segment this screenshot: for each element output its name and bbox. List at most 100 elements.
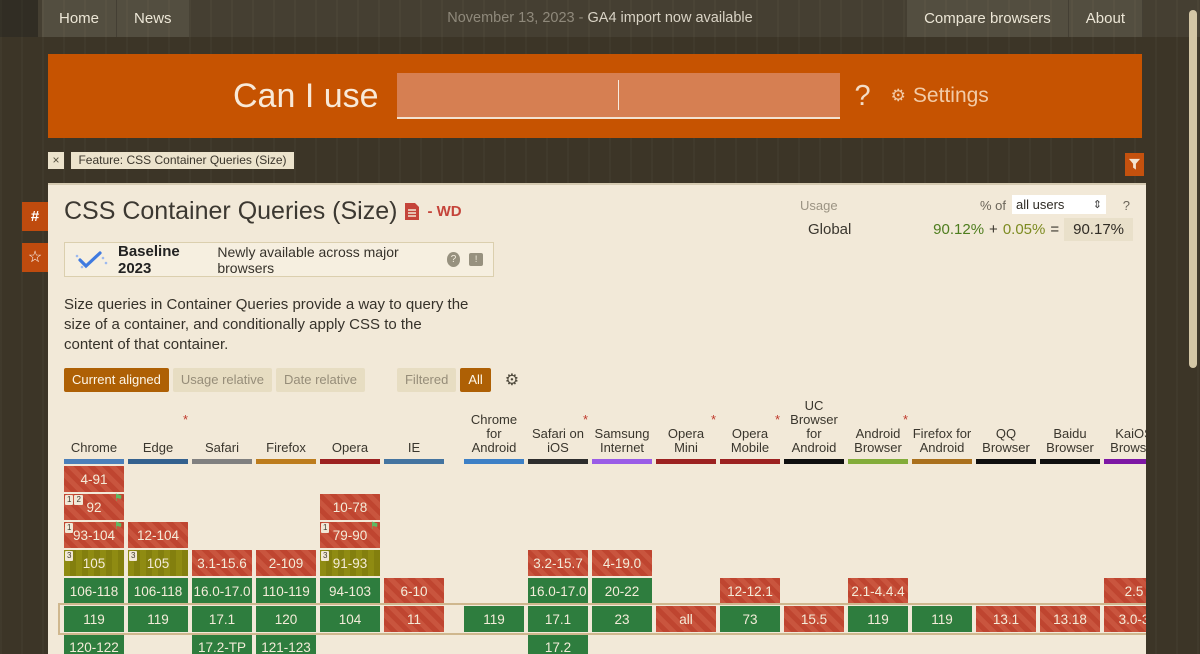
current-aligned-button[interactable]: Current aligned: [64, 368, 169, 392]
browser-accent-bar: [320, 459, 380, 464]
support-cell[interactable]: 119: [128, 606, 188, 632]
browser-header[interactable]: Firefox: [266, 440, 306, 455]
support-cell[interactable]: 94-103: [320, 578, 380, 604]
browser-header[interactable]: IE: [407, 440, 421, 455]
nav-home-link[interactable]: Home: [42, 0, 118, 37]
support-cell[interactable]: 105 3: [128, 550, 188, 576]
text-caret: [618, 80, 620, 110]
support-cell[interactable]: 23: [592, 606, 652, 632]
baseline-help-icon[interactable]: ?: [446, 252, 461, 267]
browser-header[interactable]: Chrome for Android: [470, 412, 518, 455]
nav-about-link[interactable]: About: [1068, 0, 1143, 37]
support-cell-empty: [320, 466, 380, 492]
browser-header[interactable]: Safari on iOS *: [531, 412, 588, 455]
vertical-scrollbar-thumb[interactable]: [1189, 10, 1197, 368]
support-cell[interactable]: 121-123: [256, 634, 316, 654]
support-cell[interactable]: 12-12.1: [720, 578, 780, 604]
support-cell[interactable]: 4-91: [64, 466, 124, 492]
nav-news-link[interactable]: News: [117, 0, 190, 37]
support-cell[interactable]: 12-104: [128, 522, 188, 548]
usage-source-select[interactable]: all users ⇕: [1012, 195, 1106, 214]
baseline-feedback-icon[interactable]: !: [469, 253, 483, 266]
support-cell[interactable]: 93-104 1 ⚑: [64, 521, 124, 548]
all-browsers-button[interactable]: All: [460, 368, 491, 392]
gear-icon: ⚙: [890, 86, 906, 105]
support-cell[interactable]: 13.18: [1040, 606, 1100, 632]
support-cell[interactable]: 20-22: [592, 578, 652, 604]
support-cell[interactable]: 79-90 1 ⚑: [320, 521, 380, 548]
support-cell[interactable]: 17.1: [528, 606, 588, 632]
support-cell[interactable]: 73: [720, 606, 780, 632]
browser-header[interactable]: Android Browser *: [854, 412, 908, 455]
support-cell[interactable]: 3.1-15.6: [192, 550, 252, 576]
support-cell[interactable]: 2-109: [256, 550, 316, 576]
support-cell[interactable]: 120-122: [64, 634, 124, 654]
browser-header[interactable]: Opera: [331, 440, 369, 455]
feature-search-input[interactable]: [396, 73, 840, 119]
support-cell[interactable]: 119: [912, 606, 972, 632]
support-cell[interactable]: 106-118: [64, 578, 124, 604]
browser-header[interactable]: Firefox for Android: [912, 426, 972, 455]
support-cell[interactable]: 119: [848, 606, 908, 632]
support-cell[interactable]: 16.0-17.0: [528, 578, 588, 604]
support-cell[interactable]: 3.0-3: [1104, 606, 1146, 632]
support-cell[interactable]: 17.1: [192, 606, 252, 632]
support-cell[interactable]: 110-119: [256, 578, 316, 604]
support-cell[interactable]: 4-19.0: [592, 550, 652, 576]
filter-button[interactable]: [1125, 153, 1144, 176]
site-logo[interactable]: Can I use: [233, 76, 379, 115]
support-cell[interactable]: 16.0-17.0: [192, 578, 252, 604]
baseline-description: Newly available across major browsers: [217, 243, 399, 276]
usage-help-icon[interactable]: ?: [1122, 198, 1130, 213]
remove-filter-button[interactable]: ×: [48, 152, 64, 169]
support-cell[interactable]: 120: [256, 606, 316, 632]
support-cell[interactable]: 17.2-TP: [192, 634, 252, 654]
support-cell[interactable]: all: [656, 606, 716, 632]
news-announcement[interactable]: November 13, 2023 - GA4 import now avail…: [300, 0, 900, 37]
table-settings-gear-icon[interactable]: ⚙: [504, 372, 520, 389]
support-cell[interactable]: 119: [64, 606, 124, 632]
search-help-question-mark[interactable]: ?: [854, 79, 871, 112]
support-cell[interactable]: 119: [464, 606, 524, 632]
browser-header[interactable]: KaiOS Browser: [1110, 426, 1146, 455]
browser-header[interactable]: Samsung Internet: [594, 426, 650, 455]
support-cell[interactable]: 15.5: [784, 606, 844, 632]
support-cell[interactable]: 13.1: [976, 606, 1036, 632]
date-relative-button[interactable]: Date relative: [276, 368, 365, 392]
support-cell[interactable]: 91-93 3: [320, 550, 380, 576]
support-cell-empty: [720, 550, 780, 576]
spec-document-icon[interactable]: [405, 203, 420, 220]
support-cell[interactable]: 105 3: [64, 550, 124, 576]
support-cell[interactable]: 3.2-15.7: [528, 550, 588, 576]
support-cell[interactable]: 106-118: [128, 578, 188, 604]
settings-button[interactable]: Settings: [912, 84, 989, 107]
support-cell[interactable]: 2.1-4.4.4: [848, 578, 908, 604]
usage-relative-button[interactable]: Usage relative: [172, 368, 272, 392]
support-cell[interactable]: 92 1 2 ⚑: [64, 493, 124, 520]
browser-accent-bar: [1104, 459, 1146, 464]
browser-header[interactable]: Chrome: [70, 440, 118, 455]
support-cell[interactable]: 17.2: [528, 634, 588, 654]
support-cell-empty: [1040, 522, 1100, 548]
browser-header[interactable]: Edge *: [142, 412, 188, 455]
support-cell[interactable]: 6-10: [384, 578, 444, 604]
browser-header[interactable]: Opera Mini *: [667, 412, 716, 455]
global-label: Global: [808, 221, 852, 238]
support-cell[interactable]: 10-78: [320, 494, 380, 520]
nav-compare-browsers-link[interactable]: Compare browsers: [907, 0, 1069, 37]
browser-header[interactable]: Opera Mobile *: [730, 412, 780, 455]
browser-header[interactable]: Baidu Browser: [1046, 426, 1094, 455]
support-cell[interactable]: 104: [320, 606, 380, 632]
support-cell-empty: [384, 522, 444, 548]
filtered-button[interactable]: Filtered: [396, 368, 457, 392]
support-cell[interactable]: 2.5: [1104, 578, 1146, 604]
permalink-hash-button[interactable]: #: [22, 202, 48, 231]
browser-column: Baidu Browser 13.18: [1040, 403, 1100, 654]
browser-header[interactable]: Safari: [205, 440, 239, 455]
support-cell[interactable]: 11: [384, 606, 444, 632]
spec-status-badge[interactable]: - WD: [427, 203, 462, 220]
support-cell-empty: [1040, 578, 1100, 604]
browser-header[interactable]: UC Browser for Android: [790, 398, 838, 455]
favorite-star-button[interactable]: ☆: [22, 243, 48, 272]
browser-header[interactable]: QQ Browser: [982, 426, 1030, 455]
